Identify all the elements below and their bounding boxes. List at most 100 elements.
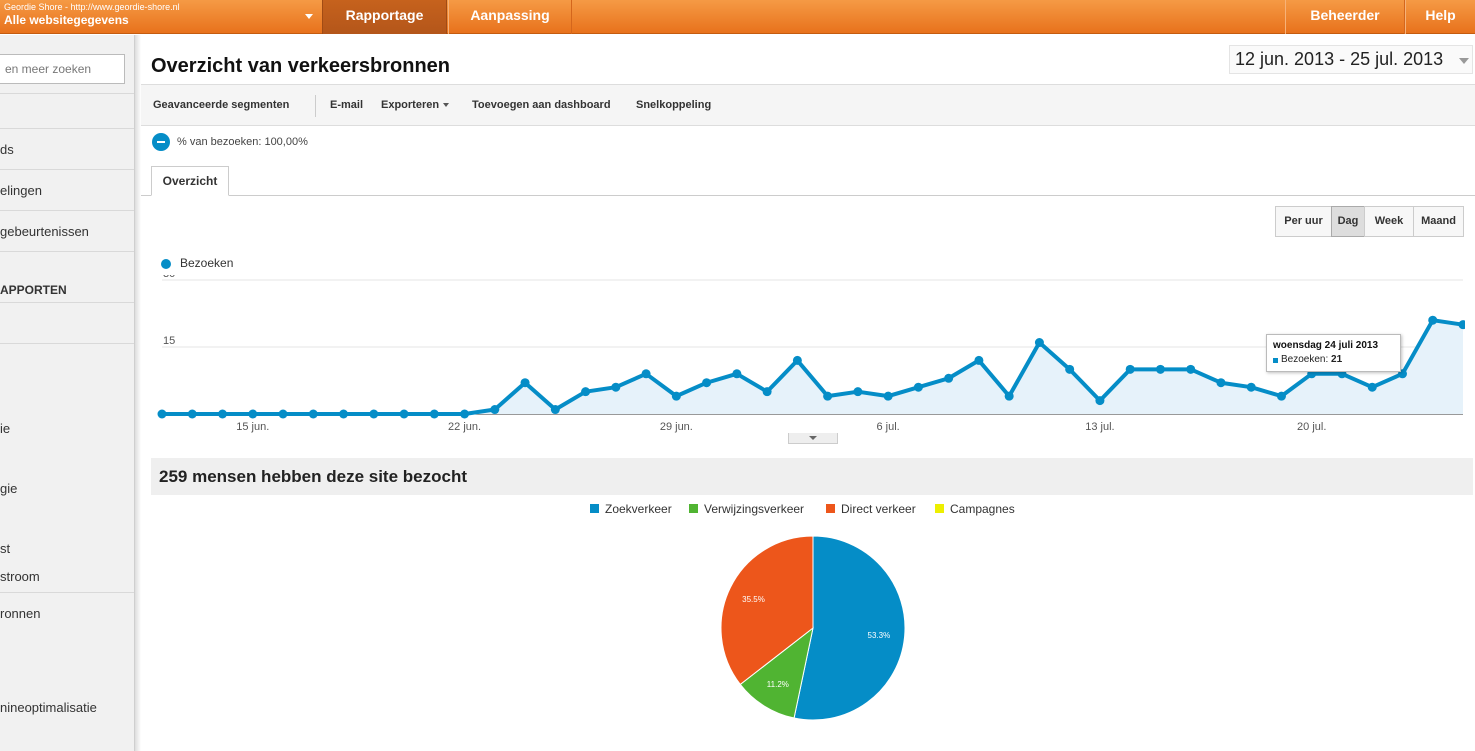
email-button[interactable]: E-mail [330, 99, 364, 111]
legend-swatch [161, 259, 171, 269]
data-point [490, 405, 500, 415]
pie-slice-label: 53.3% [868, 631, 891, 640]
x-tick-label: 22 jun. [448, 421, 481, 433]
pie-slice-label: 35.5% [742, 595, 765, 604]
tab-underline [141, 195, 1475, 196]
data-point [1186, 364, 1196, 374]
data-point [1216, 378, 1226, 388]
pie-legend-label: Verwijzingsverkeer [704, 502, 805, 516]
data-point [460, 409, 470, 419]
data-point [913, 382, 923, 392]
sidebar-item[interactable]: ie [0, 421, 11, 436]
data-point [792, 355, 802, 365]
data-point [218, 409, 228, 419]
divider [0, 169, 134, 170]
sidebar: en meer zoeken ds elingen gebeurtenissen… [0, 35, 135, 751]
data-point [974, 355, 984, 365]
data-point [581, 387, 591, 397]
data-point [369, 409, 379, 419]
nav-help[interactable]: Help [1405, 0, 1475, 34]
site-name: Alle websitegegevens [4, 13, 129, 27]
sidebar-shadow [135, 35, 141, 751]
pie-legend-label: Campagnes [950, 502, 1015, 516]
account-selector[interactable]: Geordie Shore - http://www.geordie-shore… [0, 0, 322, 34]
nav-aanpassing[interactable]: Aanpassing [448, 0, 572, 34]
data-point [611, 382, 621, 392]
data-point [157, 409, 167, 419]
data-point [339, 409, 349, 419]
data-point [944, 373, 954, 383]
visitors-summary-bar: 259 mensen hebben deze site bezocht [151, 458, 1473, 495]
data-point [1367, 382, 1377, 392]
nav-rapportage[interactable]: Rapportage [322, 0, 447, 34]
export-button[interactable]: Exporteren [381, 99, 450, 111]
divider [0, 251, 134, 252]
tooltip-title: woensdag 24 juli 2013 [1273, 340, 1379, 351]
day-button[interactable]: Dag [1331, 206, 1365, 237]
date-range-picker[interactable]: 12 jun. 2013 - 25 jul. 2013 [1229, 45, 1473, 74]
sidebar-item[interactable]: nineoptimalisatie [0, 700, 97, 715]
pie-slice [720, 535, 814, 686]
y-tick-label: 30 [163, 275, 175, 280]
data-point [1125, 364, 1135, 374]
data-point [550, 405, 560, 415]
sidebar-item[interactable]: ds [0, 142, 14, 157]
data-point [641, 369, 651, 379]
export-label: Exporteren [381, 99, 440, 111]
segment-percentage: % van bezoeken: 100,00% [177, 136, 308, 148]
sidebar-item[interactable]: gebeurtenissen [0, 224, 89, 239]
data-point [1065, 364, 1075, 374]
divider [0, 343, 134, 344]
data-point [671, 391, 681, 401]
shortcut-button[interactable]: Snelkoppeling [636, 99, 712, 111]
x-tick-label: 15 jun. [236, 421, 269, 433]
data-point [762, 387, 772, 397]
sidebar-search-input[interactable]: en meer zoeken [0, 54, 125, 84]
per-hour-button[interactable]: Per uur [1275, 206, 1332, 237]
pie-legend-item: Verwijzingsverkeer [689, 502, 804, 516]
x-tick-label: 13 jul. [1085, 421, 1114, 433]
collapse-chart-handle[interactable] [788, 433, 838, 444]
pie-slice [739, 626, 814, 719]
data-point [429, 409, 439, 419]
data-point [1458, 320, 1465, 330]
traffic-sources-pie-chart: 53.3% 11.2% 35.5% [720, 535, 906, 721]
pie-legend-label: Zoekverkeer [605, 502, 672, 516]
report-toolbar: Geavanceerde segmenten E-mail Exporteren… [141, 84, 1475, 126]
divider [0, 302, 134, 303]
divider [0, 128, 134, 129]
sidebar-item[interactable]: gie [0, 481, 18, 496]
tooltip-label: Bezoeken: [1281, 354, 1329, 365]
sidebar-item[interactable]: ronnen [0, 606, 41, 621]
pie-legend-swatch [826, 504, 835, 513]
nav-beheerder[interactable]: Beheerder [1285, 0, 1405, 34]
tooltip-number: 21 [1331, 354, 1343, 365]
tab-overview[interactable]: Overzicht [151, 166, 229, 196]
data-point [732, 369, 742, 379]
data-point [883, 391, 893, 401]
data-point [702, 378, 712, 388]
data-point [1246, 382, 1256, 392]
data-point [1155, 364, 1165, 374]
data-point [1034, 338, 1044, 348]
data-point [1276, 391, 1286, 401]
month-button[interactable]: Maand [1413, 206, 1464, 237]
chevron-down-icon [443, 103, 450, 108]
visitors-title: 259 mensen hebben deze site bezocht [159, 467, 467, 486]
pie-legend-swatch [689, 504, 698, 513]
add-to-dashboard-button[interactable]: Toevoegen aan dashboard [472, 99, 611, 111]
sidebar-item[interactable]: stroom [0, 569, 40, 584]
data-point [248, 409, 258, 419]
sidebar-item[interactable]: elingen [0, 183, 42, 198]
visits-line-chart: 15 30 15 jun. 22 jun. 29 jun. 6 jul. 13 jul. 20… [157, 275, 1465, 433]
sidebar-item[interactable]: st [0, 541, 11, 556]
advanced-segments-button[interactable]: Geavanceerde segmenten [153, 99, 290, 111]
data-point [399, 409, 409, 419]
data-point [278, 409, 288, 419]
data-point [187, 409, 197, 419]
week-button[interactable]: Week [1364, 206, 1414, 237]
site-url: Geordie Shore - http://www.geordie-shore… [4, 2, 180, 12]
legend-label: Bezoeken [180, 256, 234, 270]
data-point [1428, 315, 1438, 325]
pie-slice [793, 535, 906, 721]
